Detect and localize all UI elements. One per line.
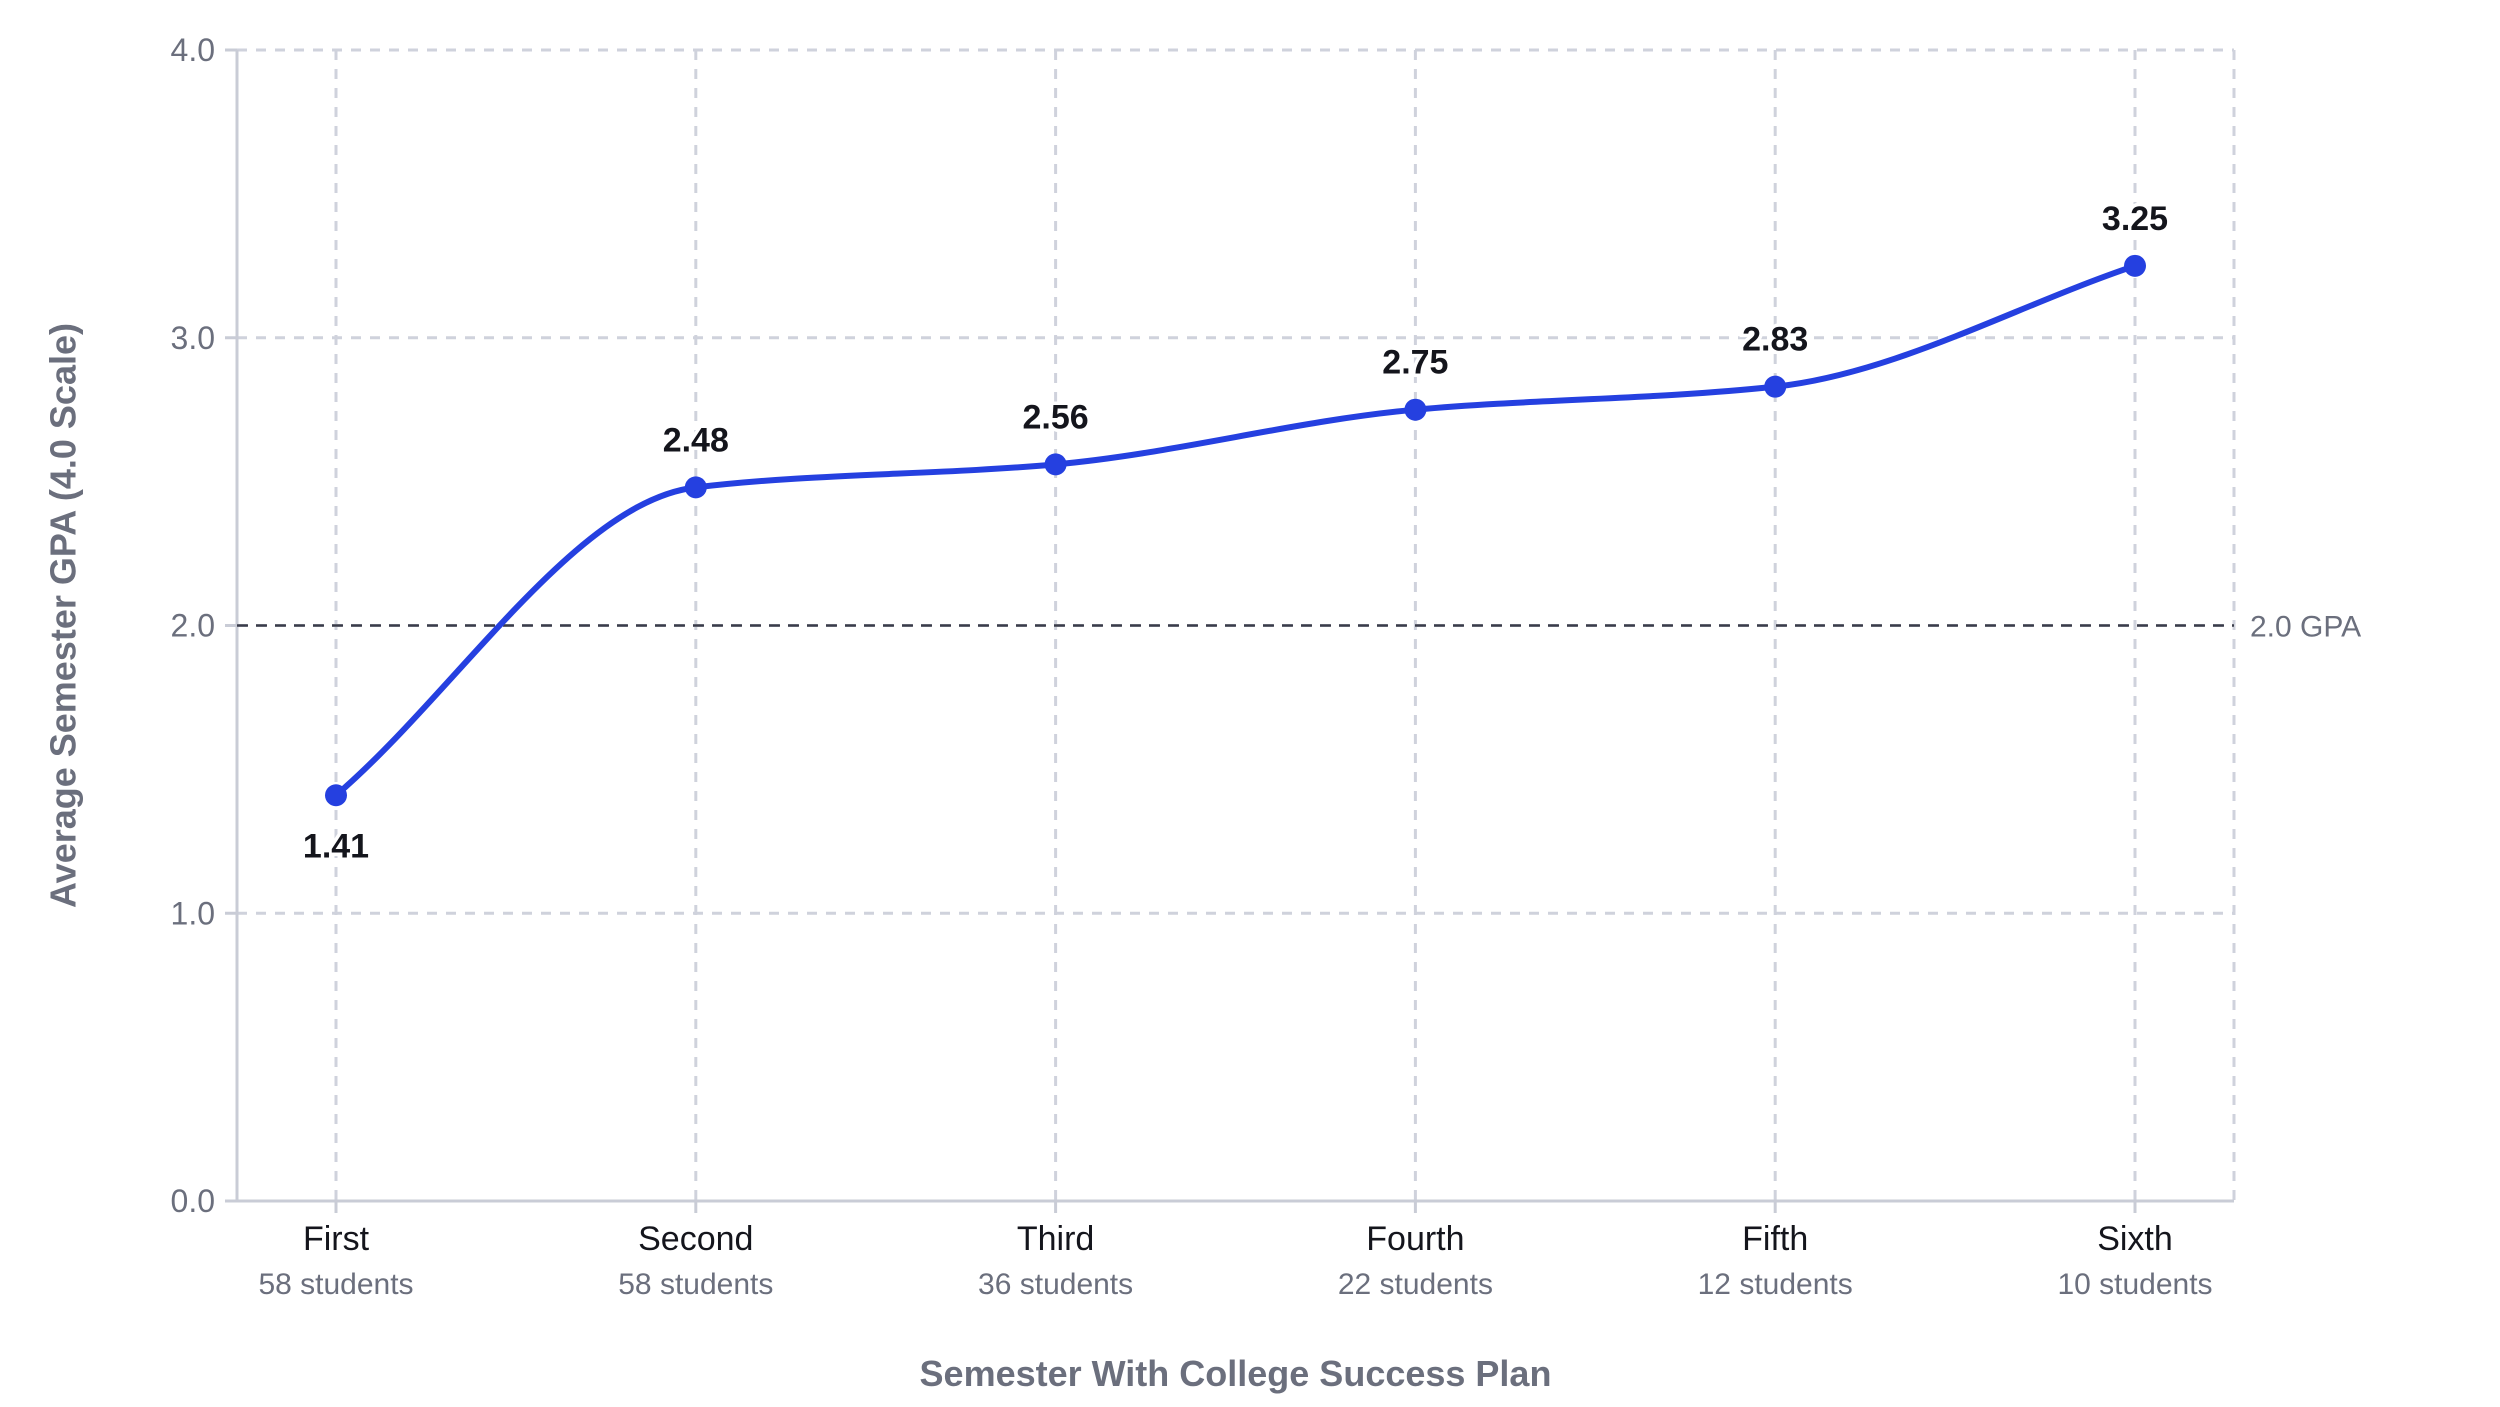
data-point bbox=[1764, 375, 1787, 398]
y-tick-label: 4.0 bbox=[171, 32, 215, 68]
data-label: 3.25 bbox=[2102, 200, 2168, 238]
y-tick-label: 3.0 bbox=[171, 320, 215, 356]
x-tick-label: Fourth bbox=[1366, 1220, 1464, 1258]
x-tick-label: First bbox=[303, 1220, 370, 1258]
x-tick-sublabel: 58 students bbox=[258, 1268, 413, 1301]
x-tick-label: Sixth bbox=[2097, 1220, 2173, 1258]
data-label: 2.56 bbox=[1023, 398, 1089, 436]
data-label: 2.83 bbox=[1742, 321, 1808, 359]
data-point bbox=[684, 476, 707, 499]
data-point bbox=[1404, 398, 1427, 421]
data-label: 1.41 bbox=[303, 827, 369, 865]
x-axis-title: Semester With College Success Plan bbox=[920, 1353, 1552, 1394]
data-points bbox=[325, 254, 2146, 807]
data-point bbox=[325, 784, 347, 807]
data-label: 2.75 bbox=[1382, 344, 1448, 382]
series bbox=[333, 262, 2138, 799]
y-tick-label: 2.0 bbox=[171, 608, 215, 644]
data-labels: 1.41 2.48 2.56 2.75 2.83 3.25 bbox=[299, 196, 2171, 868]
data-label: 2.48 bbox=[663, 421, 729, 459]
x-tick-sublabel: 36 students bbox=[978, 1268, 1133, 1301]
data-point bbox=[1044, 453, 1067, 476]
reference-line-label: 2.0 GPA bbox=[2250, 611, 2361, 644]
reference-line-group: 2.0 GPA bbox=[237, 611, 2361, 644]
y-tick-labels: 0.0 1.0 2.0 3.0 4.0 bbox=[171, 32, 237, 1219]
y-tick-label: 1.0 bbox=[171, 895, 215, 931]
y-axis-title: Average Semester GPA (4.0 Scale) bbox=[43, 323, 84, 908]
series-line bbox=[333, 262, 2138, 799]
x-tick-sublabel: 12 students bbox=[1698, 1268, 1853, 1301]
x-tick-label: Third bbox=[1017, 1220, 1094, 1258]
x-tick-labels: First 58 students Second 58 students Third 36… bbox=[258, 1201, 2213, 1301]
y-tick-label: 0.0 bbox=[171, 1183, 215, 1219]
x-tick-sublabel: 58 students bbox=[618, 1268, 773, 1301]
data-point bbox=[2124, 254, 2146, 277]
x-tick-label: Fifth bbox=[1742, 1220, 1808, 1258]
x-tick-sublabel: 10 students bbox=[2057, 1268, 2212, 1301]
x-tick-sublabel: 22 students bbox=[1338, 1268, 1493, 1301]
x-tick-label: Second bbox=[638, 1220, 753, 1258]
